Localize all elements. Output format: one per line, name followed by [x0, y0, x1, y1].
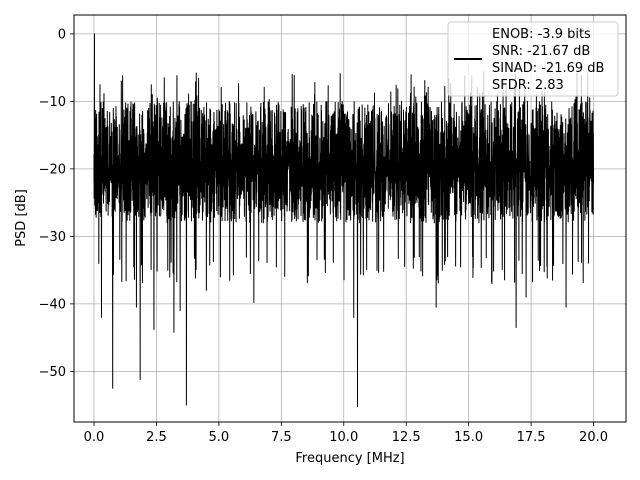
y-tick-label: −40	[39, 297, 66, 312]
y-axis: 0 −10 −20 −30 −40 −50	[39, 27, 74, 380]
x-tick-label: 20.0	[579, 430, 608, 445]
legend-box	[447, 21, 619, 97]
x-tick-label: 7.5	[271, 430, 292, 445]
x-tick-label: 2.5	[146, 430, 167, 445]
y-tick-label: −30	[39, 230, 66, 245]
y-tick-label: −20	[39, 162, 66, 177]
legend-entry-sinad: SINAD: -21.69 dB	[492, 61, 604, 76]
y-tick-label: 0	[58, 27, 66, 42]
y-tick-label: −50	[39, 365, 66, 380]
legend-entry-enob: ENOB: -3.9 bits	[492, 27, 591, 42]
x-tick-label: 0.0	[84, 430, 105, 445]
x-axis-label: Frequency [MHz]	[295, 451, 404, 466]
x-tick-label: 10.0	[329, 430, 358, 445]
x-axis: 0.0 2.5 5.0 7.5 10.0 12.5 15.0 17.5 20.0	[84, 422, 608, 445]
legend-entry-sfdr: SFDR: 2.83	[492, 78, 564, 93]
x-tick-label: 17.5	[517, 430, 546, 445]
plot-area	[93, 33, 595, 407]
x-tick-label: 12.5	[392, 430, 421, 445]
y-axis-label: PSD [dB]	[14, 189, 29, 247]
legend-entry-snr: SNR: -21.67 dB	[492, 44, 590, 59]
plot-frame	[73, 14, 627, 423]
y-tick-label: −10	[39, 95, 66, 110]
legend: ENOB: -3.9 bits SNR: -21.67 dB SINAD: -2…	[447, 21, 619, 97]
series-line-psd	[93, 33, 595, 407]
x-tick-label: 5.0	[209, 430, 230, 445]
x-tick-label: 15.0	[454, 430, 483, 445]
